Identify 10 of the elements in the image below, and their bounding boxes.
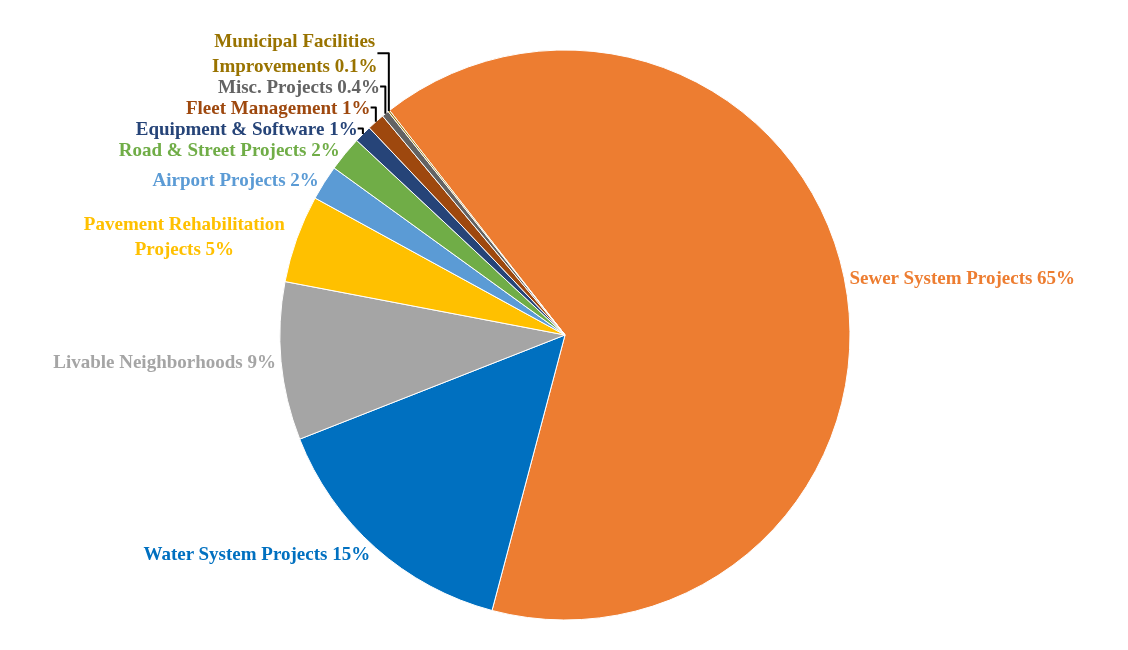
- slice-label: Fleet Management 1%: [185, 97, 371, 119]
- slice-label: Airport Projects 2%: [152, 169, 319, 191]
- slice-label: Water System Projects 15%: [143, 543, 371, 565]
- slice-label: Pavement Rehabilitation Projects 5%: [83, 213, 286, 259]
- slice-label: Livable Neighborhoods 9%: [53, 350, 276, 372]
- slice-label: Road & Street Projects 2%: [118, 139, 340, 161]
- slice-label: Sewer System Projects 65%: [849, 266, 1076, 288]
- slice-label: Municipal Facilities Improvements 0.1%: [212, 30, 378, 77]
- slice-label: Misc. Projects 0.4%: [217, 76, 381, 98]
- slice-label: Equipment & Software 1%: [135, 118, 358, 140]
